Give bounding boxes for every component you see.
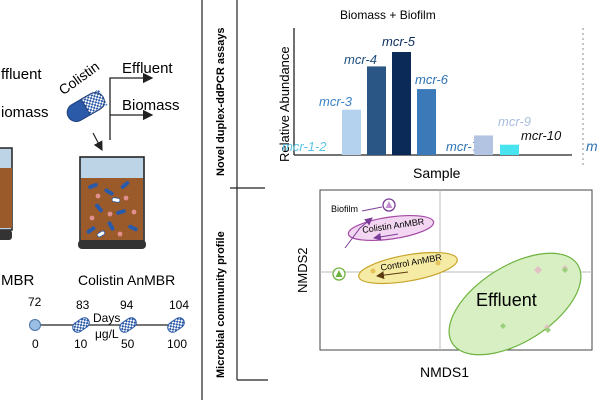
control-reactor	[0, 147, 13, 240]
effluent-left-label: ffluent	[1, 66, 42, 83]
bar-mcr-6	[417, 89, 436, 155]
timeline-dose-2: 50	[121, 337, 135, 351]
biofilm-label: Biofilm	[331, 204, 358, 214]
timeline-day-3: 104	[169, 298, 189, 312]
section-label-ddpcr: Novel duplex-ddPCR assays	[215, 27, 227, 176]
timeline-days-label: Days	[93, 311, 120, 325]
colistin-reactor	[78, 156, 146, 249]
nmds-ylabel: NMDS2	[295, 247, 310, 293]
bar-mcr-5	[392, 52, 411, 155]
bar-label-mcr-6: mcr-6	[415, 72, 449, 87]
biomass-left-label: iomass	[1, 104, 49, 121]
bar-label-mcr-10: mcr-10	[521, 128, 562, 143]
nmds-xlabel: NMDS1	[420, 364, 469, 380]
bar-label-mcr-9: mcr-9	[498, 114, 531, 129]
bar-label-mcr-5: mcr-5	[382, 34, 416, 49]
timeline-dose-unit: μg/L	[95, 327, 119, 341]
timeline-day-1: 83	[76, 298, 90, 312]
control-reactor-label: MBR	[1, 272, 35, 289]
timeline-day-2: 94	[120, 298, 134, 312]
effluent-label: Effluent	[476, 290, 537, 310]
timeline-dose-3: 100	[167, 337, 187, 351]
nmds-plot: NMDS2 NMDS1 Effluent Control AnMBR Colis…	[295, 189, 593, 380]
bar-xlabel: Sample	[413, 165, 461, 181]
timeline-dose-1: 10	[74, 337, 88, 351]
colistin-pill	[66, 89, 108, 122]
biomass-right-label: Biomass	[122, 97, 180, 114]
timeline-day-0: 72	[28, 295, 42, 309]
timeline-dose-0: 0	[32, 337, 39, 351]
section-label-community: Microbial community profile	[215, 231, 227, 378]
bar-chart: Biomass + Biofilm Relative Abundance Sam…	[277, 8, 598, 181]
effluent-right-label: Effluent	[122, 60, 173, 77]
bar-chart-title: Biomass + Biofilm	[340, 8, 436, 22]
bar-label-mcr-4: mcr-4	[344, 52, 377, 67]
colistin-reactor-label: Colistin AnMBR	[78, 272, 175, 288]
bar-label-mcr-1-2: mcr-1-2	[282, 139, 327, 154]
bar-mcr-3	[342, 109, 361, 155]
cut-series-label: m	[586, 138, 598, 154]
bar-mcr-4	[367, 66, 386, 155]
bar-mcr-10	[500, 144, 519, 155]
bar-label-mcr-3: mcr-3	[319, 94, 353, 109]
effluent-ellipse	[448, 252, 582, 356]
bar-ylabel: Relative Abundance	[277, 46, 292, 162]
dosing-timeline	[29, 317, 185, 333]
bar-mcr-9	[474, 135, 493, 155]
